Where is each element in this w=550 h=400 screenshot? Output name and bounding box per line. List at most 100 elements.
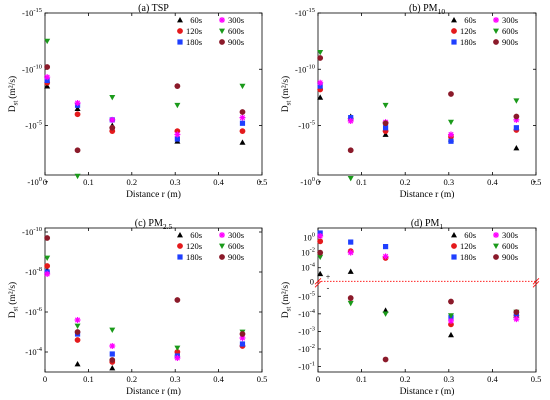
data-point	[74, 329, 81, 335]
text-part: -10	[298, 326, 309, 336]
data-point	[447, 313, 454, 319]
x-tick-label: 0.3	[443, 177, 454, 187]
text-part: 1	[439, 222, 443, 231]
data-point	[448, 298, 454, 305]
data-point	[317, 233, 324, 240]
data-point	[447, 331, 454, 338]
y-tick-label: -10-10	[22, 63, 42, 74]
legend-label: 600s	[228, 241, 244, 251]
text-part: -15	[33, 7, 42, 14]
data-point	[239, 139, 246, 145]
legend-label: 180s	[186, 37, 202, 47]
legend-marker-60s	[451, 17, 457, 23]
y-axis-label: Dst (m²/s)	[7, 282, 20, 318]
text-part: st	[12, 307, 20, 312]
data-point	[74, 105, 81, 112]
chart-title: (c) PM2.5	[135, 218, 173, 231]
plot-frame	[317, 227, 537, 373]
text-part: 2.5	[163, 222, 173, 231]
x-tick-label: 0.3	[170, 374, 181, 384]
text-part: (m²/s)	[280, 282, 291, 305]
data-point	[44, 77, 50, 84]
data-point	[239, 128, 246, 135]
series-900s	[44, 64, 246, 154]
data-point	[174, 297, 181, 303]
data-point	[317, 238, 324, 245]
data-point	[239, 109, 246, 115]
legend-marker-120s	[451, 243, 457, 249]
text-part: -10	[25, 347, 36, 357]
text-part: (d) PM	[411, 218, 440, 229]
data-point	[44, 74, 51, 81]
x-tick-label: 0.2	[126, 177, 137, 187]
data-point	[513, 113, 520, 120]
data-point	[109, 343, 116, 349]
y-zero-label: 0	[310, 276, 314, 286]
data-point	[382, 253, 389, 260]
text-part: D	[8, 311, 18, 318]
legend-label: 60s	[190, 230, 202, 240]
legend-label: 120s	[460, 26, 476, 36]
x-tick-label: 0.4	[213, 177, 224, 187]
data-point	[317, 230, 323, 236]
data-point	[513, 98, 520, 104]
x-tick-label: 0.4	[487, 374, 498, 384]
text-part: -3	[310, 325, 315, 332]
x-tick-label: 0.1	[356, 374, 367, 384]
chart-panel-a: 00.10.20.30.40.5-10-15-10-10-10-5-100(a)…	[7, 3, 267, 200]
legend-marker-120s	[177, 243, 183, 249]
series-180s	[44, 77, 246, 142]
legend-label: 120s	[186, 241, 202, 251]
legend-marker-120s	[177, 28, 183, 34]
data-point	[513, 309, 520, 315]
legend-marker-900s	[219, 254, 225, 260]
legend-marker-600s	[219, 243, 225, 249]
series-600s	[317, 49, 520, 182]
legend-marker-900s	[493, 254, 499, 260]
x-tick-label: 0.5	[257, 374, 268, 384]
text-part: -10	[298, 344, 309, 354]
series-600s	[44, 255, 246, 351]
data-point	[109, 94, 116, 101]
data-point	[347, 175, 354, 182]
text-part: 10	[301, 263, 310, 273]
data-point	[44, 64, 51, 70]
text-part: -10	[295, 8, 306, 18]
text-part: 10	[438, 7, 446, 16]
data-point	[347, 147, 354, 154]
legend-marker-900s	[493, 39, 499, 45]
text-part: -10	[27, 177, 38, 187]
data-point	[382, 125, 389, 131]
y-tick-label: -100	[300, 176, 315, 187]
legend-marker-300s	[219, 232, 225, 238]
data-point	[382, 307, 389, 313]
text-part: (b) PM	[409, 3, 438, 14]
text-part: -5	[310, 120, 315, 127]
series-600s	[317, 254, 520, 319]
y-tick-label: -10-2	[298, 343, 315, 354]
series-300s	[317, 233, 520, 324]
series-60s	[44, 267, 246, 371]
data-point	[109, 357, 116, 363]
text-part: -10	[22, 64, 33, 74]
legend-marker-600s	[219, 28, 225, 34]
text-part: -5	[310, 290, 315, 297]
legend-marker-120s	[451, 28, 457, 34]
text-part: -10	[298, 121, 309, 131]
legend-label: 900s	[502, 37, 518, 47]
legend-label: 180s	[460, 252, 476, 262]
data-point	[174, 83, 181, 90]
text-part: -10	[22, 8, 33, 18]
data-point	[317, 79, 324, 86]
y-tick-label: -100	[27, 176, 42, 187]
data-point	[513, 316, 520, 323]
text-part: -4	[310, 262, 316, 269]
x-tick-label: 0.4	[487, 177, 498, 187]
series-600s	[44, 38, 246, 180]
text-part: -8	[37, 266, 42, 273]
data-point	[347, 118, 354, 124]
text-part: -4	[310, 308, 316, 315]
